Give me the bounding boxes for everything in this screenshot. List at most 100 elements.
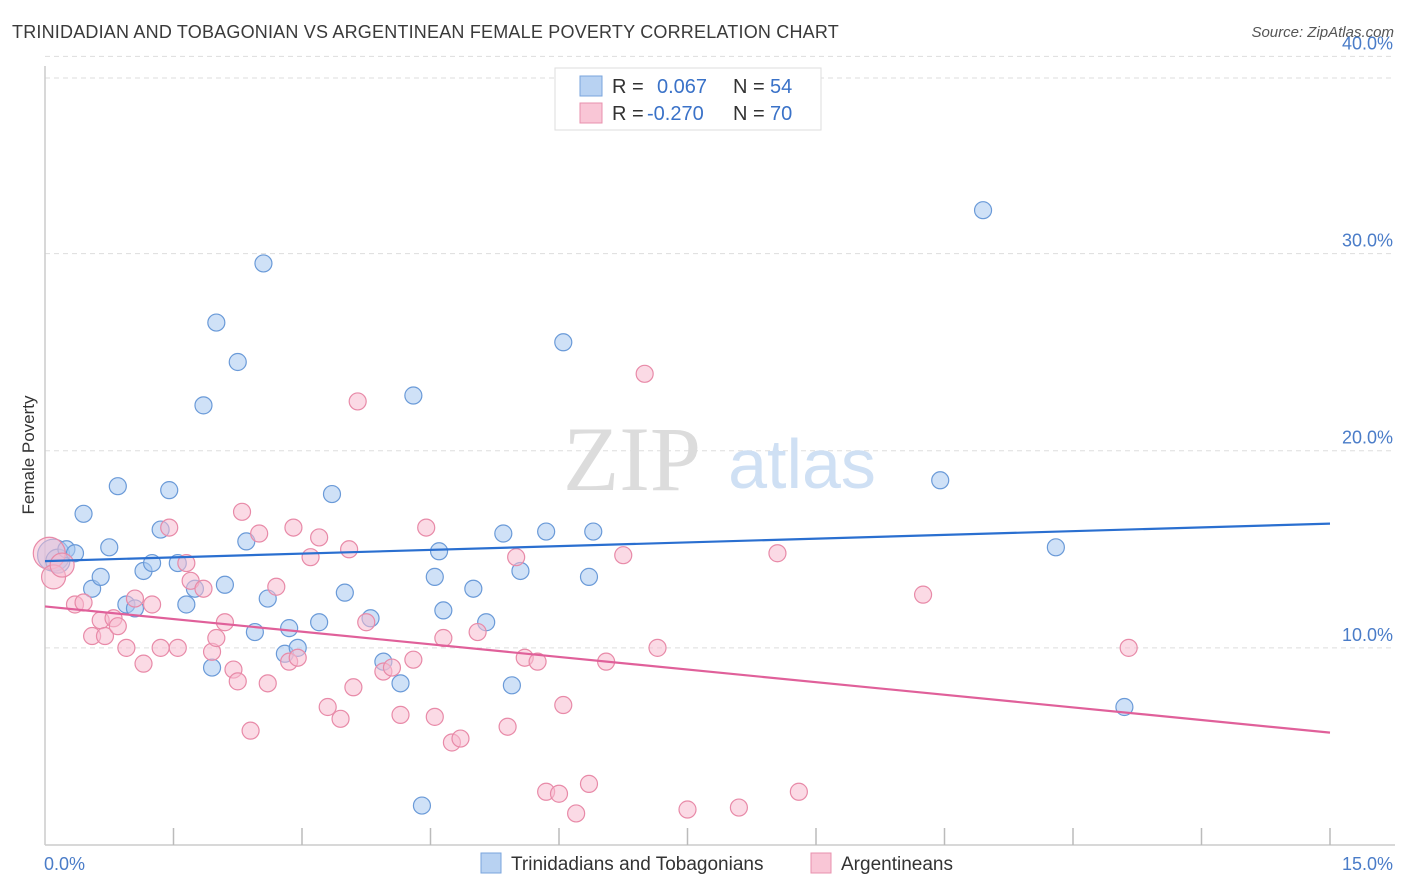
argentinean-point — [228, 672, 247, 691]
argentinean-point — [498, 717, 517, 736]
argentinean-point — [913, 585, 933, 604]
argentinean-point — [729, 798, 749, 817]
argentinean-point — [344, 678, 363, 697]
argentinean-point — [258, 674, 277, 693]
y-tick-label: 10.0% — [1342, 625, 1393, 645]
legend-n-value-2: 70 — [770, 103, 792, 125]
axes — [44, 66, 1395, 846]
trinidadian-point — [554, 333, 573, 352]
argentinean-point — [331, 709, 350, 728]
legend-r-label-1: R = — [612, 76, 644, 98]
argentinean-point — [207, 628, 226, 648]
argentinean-point — [528, 652, 547, 671]
argentinean-point — [579, 774, 599, 793]
y-tick-label: 40.0% — [1342, 33, 1393, 53]
correlation-legend: R = 0.067 N = 54 R = -0.270 N = 70 — [554, 67, 822, 131]
trinidadian-point — [464, 579, 483, 598]
argentinean-point — [301, 548, 320, 567]
argentinean-point — [451, 729, 470, 748]
trinidadian-point — [194, 396, 213, 415]
argentinean-point — [134, 654, 153, 673]
argentinean-point — [151, 638, 170, 657]
y-tick-label: 20.0% — [1342, 428, 1393, 448]
argentinean-point — [194, 579, 213, 598]
argentinean-point — [215, 613, 234, 632]
source-label: Source: ZipAtlas.com — [1251, 24, 1394, 41]
argentinean-point — [614, 546, 633, 565]
argentinean-point — [648, 638, 667, 657]
legend-r-label-2: R = — [612, 103, 644, 125]
trinidadian-point — [202, 658, 222, 677]
trend-lines — [44, 522, 1331, 734]
argentinean-point — [340, 540, 359, 559]
argentinean-point — [391, 705, 410, 724]
argentinean-point — [241, 721, 260, 740]
argentinean-point — [160, 518, 179, 537]
argentinean-point — [567, 804, 586, 823]
argentinean-point — [318, 697, 337, 717]
trinidadian-point — [100, 538, 119, 557]
trinidadian-point — [973, 201, 993, 220]
argentinean-point — [382, 658, 402, 677]
argentinean-point — [108, 617, 127, 636]
trinidadian-trend-line — [44, 522, 1331, 563]
trinidadian-point — [931, 471, 950, 490]
legend-swatch-trinidadians — [579, 75, 603, 97]
legend-n-value-1: 54 — [770, 76, 792, 98]
argentinean-point — [404, 650, 423, 669]
legend-n-label-2: N = — [733, 103, 765, 125]
trinidadian-point — [584, 522, 603, 541]
trinidadian-point — [434, 601, 453, 620]
trinidadian-point — [404, 386, 423, 405]
argentinean-point — [357, 613, 376, 632]
trinidadian-point — [579, 567, 599, 586]
argentinean-point — [284, 518, 303, 537]
legend-n-label-1: N = — [733, 76, 765, 98]
argentinean-point — [507, 548, 526, 567]
x-tick-label-min: 0.0% — [44, 854, 85, 874]
trinidadian-point — [537, 522, 556, 541]
trinidadian-point — [1046, 538, 1065, 557]
series-legend: Trinidadians and Tobagonians Argentinean… — [480, 852, 953, 875]
argentinean-point — [142, 595, 162, 614]
trinidadian-point — [322, 484, 342, 504]
argentinean-point — [310, 528, 329, 547]
x-tick-label-max: 15.0% — [1342, 854, 1393, 874]
trinidadian-point — [228, 352, 247, 372]
gridlines — [45, 55, 1395, 649]
bottom-legend-swatch-argentineans — [810, 852, 832, 874]
trinidadian-point — [425, 567, 444, 586]
argentinean-point — [117, 638, 136, 657]
trinidadian-point — [91, 567, 110, 586]
trinidadian-point — [391, 674, 410, 693]
y-tick-labels: 10.0% 20.0% 30.0% 40.0% — [1342, 33, 1393, 644]
argentinean-point — [789, 782, 808, 801]
trinidadian-point — [254, 254, 273, 273]
argentinean-point — [348, 392, 367, 411]
argentinean-point — [168, 638, 187, 657]
argentinean-point — [1119, 638, 1138, 657]
bottom-legend-swatch-trinidadians — [480, 852, 502, 874]
argentinean-point — [417, 518, 436, 537]
trinidadian-point — [502, 676, 521, 695]
watermark: ZIP atlas — [563, 408, 876, 510]
watermark-atlas: atlas — [728, 425, 876, 503]
argentinean-trend-line — [44, 605, 1331, 734]
argentinean-point — [95, 626, 115, 646]
argentinean-point — [425, 707, 444, 726]
argentinean-point — [125, 589, 145, 608]
argentinean-point — [232, 502, 252, 521]
argentinean-point — [49, 552, 75, 578]
trinidadian-point — [280, 619, 299, 638]
trinidadian-point — [215, 575, 234, 594]
bottom-legend-label-argentineans: Argentineans — [841, 854, 953, 875]
watermark-zip: ZIP — [563, 408, 701, 510]
trinidadian-point — [335, 583, 354, 602]
legend-swatch-argentineans — [579, 102, 603, 124]
trinidadian-point — [494, 524, 513, 543]
y-tick-label: 30.0% — [1342, 231, 1393, 251]
argentinean-point — [267, 577, 286, 596]
legend-r-value-1: 0.067 — [657, 76, 707, 98]
legend-r-value-2: -0.270 — [647, 103, 704, 125]
